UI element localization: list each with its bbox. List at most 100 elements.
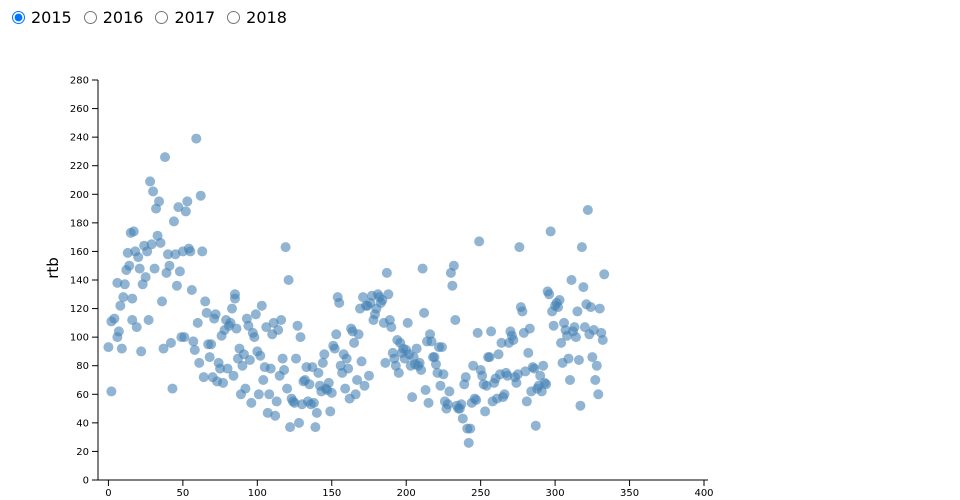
point <box>350 389 361 400</box>
point <box>292 320 303 331</box>
x-tick-label: 0 <box>105 488 111 499</box>
point <box>280 242 291 253</box>
point <box>264 389 275 400</box>
point <box>270 410 281 421</box>
point <box>294 417 305 428</box>
point <box>538 360 549 371</box>
point <box>573 355 584 365</box>
point <box>145 176 156 187</box>
point <box>198 372 209 383</box>
point <box>113 326 124 337</box>
point <box>448 260 459 271</box>
point <box>189 345 200 355</box>
y-axis-label: rtb <box>44 257 62 279</box>
point <box>240 383 251 394</box>
point <box>131 322 142 333</box>
point <box>229 293 240 304</box>
y-tick-label: 0 <box>83 476 89 487</box>
point <box>585 302 596 313</box>
point <box>291 353 302 364</box>
point <box>520 366 531 377</box>
point <box>407 392 418 403</box>
point <box>243 320 254 331</box>
point <box>341 353 352 364</box>
point <box>115 300 126 311</box>
point <box>548 320 559 331</box>
point <box>480 406 491 417</box>
point <box>167 383 178 394</box>
point <box>168 216 179 227</box>
point <box>174 266 185 277</box>
point <box>210 309 221 320</box>
x-tick-label: 400 <box>694 488 713 499</box>
point <box>148 186 159 197</box>
point <box>544 289 555 300</box>
point <box>380 357 391 368</box>
year-option[interactable]: 2015 <box>10 8 72 27</box>
point <box>277 353 288 364</box>
year-option[interactable]: 2017 <box>153 8 215 27</box>
radio-button[interactable] <box>227 11 241 24</box>
point <box>521 396 532 407</box>
point <box>119 279 130 290</box>
point <box>271 396 282 407</box>
point <box>215 363 226 374</box>
point <box>514 242 525 253</box>
x-tick-label: 350 <box>620 488 639 499</box>
y-tick-label: 100 <box>70 333 89 344</box>
x-tick-label: 300 <box>546 488 565 499</box>
point <box>570 332 581 343</box>
point <box>310 422 321 433</box>
point <box>285 422 296 433</box>
point <box>192 317 203 328</box>
point <box>456 399 467 410</box>
point <box>258 375 269 385</box>
year-selector: 2015 2016 2017 2018 <box>10 8 287 27</box>
point <box>530 420 541 431</box>
y-tick-label: 160 <box>70 247 89 258</box>
year-option[interactable]: 2016 <box>82 8 143 27</box>
point <box>438 369 449 380</box>
point <box>313 367 324 378</box>
point <box>201 307 212 318</box>
y-tick-label: 260 <box>70 104 89 115</box>
year-option[interactable]: 2018 <box>225 8 287 27</box>
point <box>133 252 144 263</box>
point <box>334 297 345 308</box>
point <box>127 293 138 304</box>
point <box>112 277 123 288</box>
point <box>493 349 504 360</box>
point <box>154 196 165 207</box>
point <box>536 386 547 397</box>
radio-button[interactable] <box>83 11 97 24</box>
point <box>256 300 267 311</box>
option-label: 2015 <box>31 8 72 27</box>
radio-button[interactable] <box>12 11 25 24</box>
point <box>359 380 370 391</box>
x-tick-label: 200 <box>397 488 416 499</box>
radio-button[interactable] <box>155 11 169 24</box>
point <box>545 226 556 237</box>
point <box>164 260 175 271</box>
point <box>255 350 266 361</box>
point <box>295 332 306 343</box>
point <box>471 395 482 405</box>
point <box>591 360 602 371</box>
point <box>250 309 261 320</box>
x-tick-label: 250 <box>471 488 490 499</box>
point <box>160 152 171 163</box>
point <box>142 246 153 257</box>
point <box>109 313 120 324</box>
point <box>597 335 608 345</box>
point <box>517 306 528 317</box>
point <box>155 237 166 248</box>
point <box>231 323 242 334</box>
point <box>331 329 342 340</box>
point <box>358 292 369 303</box>
point <box>587 352 598 363</box>
point <box>116 343 127 354</box>
point <box>436 342 447 353</box>
y-tick-label: 140 <box>70 276 89 287</box>
point <box>317 357 328 368</box>
point <box>511 377 522 388</box>
